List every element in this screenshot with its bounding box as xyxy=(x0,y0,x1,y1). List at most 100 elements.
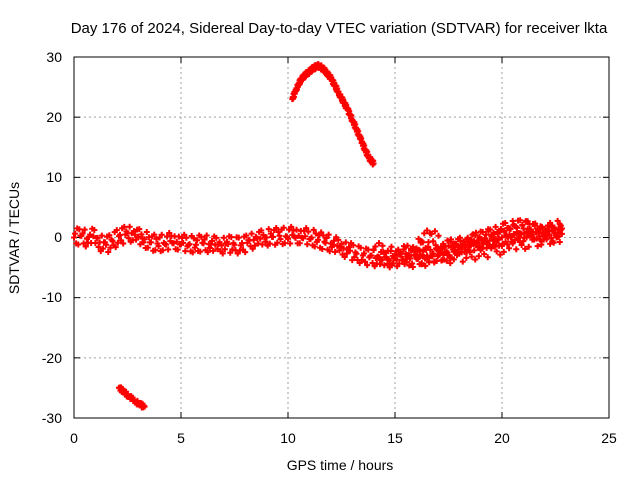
data-point xyxy=(374,254,381,261)
data-point xyxy=(449,244,456,251)
data-point xyxy=(99,245,106,252)
data-point xyxy=(486,237,493,244)
data-point xyxy=(554,234,561,241)
data-point xyxy=(416,251,423,258)
data-point xyxy=(250,236,257,243)
data-point xyxy=(130,228,137,235)
data-point xyxy=(465,238,472,245)
data-point xyxy=(507,234,514,241)
y-tick-label: -10 xyxy=(42,289,62,305)
data-points xyxy=(71,61,565,411)
data-point xyxy=(499,242,505,249)
data-point xyxy=(332,248,339,255)
data-point xyxy=(482,231,489,238)
data-point xyxy=(326,248,333,255)
data-point xyxy=(198,233,205,240)
data-point xyxy=(556,239,563,246)
data-point xyxy=(557,222,564,229)
data-point xyxy=(206,245,213,252)
data-point xyxy=(312,230,319,237)
data-point xyxy=(231,241,238,248)
data-point xyxy=(251,242,258,249)
data-point xyxy=(295,232,302,239)
data-point xyxy=(493,248,500,255)
data-point xyxy=(165,246,172,253)
data-point xyxy=(81,226,88,233)
data-point xyxy=(238,240,245,247)
data-point xyxy=(343,250,350,257)
data-point xyxy=(182,248,189,255)
data-point xyxy=(506,245,513,252)
data-point xyxy=(335,236,342,243)
data-point xyxy=(220,234,227,241)
series-low-segment xyxy=(115,384,148,411)
data-point xyxy=(509,240,516,247)
data-point xyxy=(364,262,371,269)
data-point xyxy=(555,225,562,232)
data-point xyxy=(469,231,476,238)
data-point xyxy=(362,258,369,265)
data-point xyxy=(393,256,400,263)
data-point xyxy=(192,241,199,248)
data-point xyxy=(243,232,250,239)
data-point xyxy=(148,239,155,246)
data-point xyxy=(518,242,525,249)
x-axis-label: GPS time / hours xyxy=(287,457,394,473)
data-point xyxy=(114,239,121,246)
data-point xyxy=(384,247,391,254)
chart-title: Day 176 of 2024, Sidereal Day-to-day VTE… xyxy=(71,20,608,37)
data-point xyxy=(519,222,526,229)
data-point xyxy=(218,242,225,249)
data-point xyxy=(497,251,504,258)
data-point xyxy=(197,248,204,255)
x-tick-label: 10 xyxy=(280,430,296,446)
data-point xyxy=(418,261,425,268)
data-point xyxy=(311,243,318,250)
data-point xyxy=(163,241,170,248)
data-point xyxy=(526,221,533,228)
data-point xyxy=(444,237,451,244)
data-point xyxy=(318,229,325,236)
data-point xyxy=(497,225,504,232)
x-tick-label: 0 xyxy=(70,430,78,446)
data-point xyxy=(456,234,463,241)
data-point xyxy=(71,234,77,241)
data-point xyxy=(117,231,124,238)
data-point xyxy=(249,245,256,252)
data-point xyxy=(95,243,102,250)
data-point xyxy=(183,234,190,241)
data-point xyxy=(262,238,269,245)
data-point xyxy=(293,226,300,233)
data-point xyxy=(353,250,360,257)
data-point xyxy=(275,229,282,236)
data-point xyxy=(517,230,524,237)
data-point xyxy=(466,248,473,255)
data-point xyxy=(304,241,311,248)
data-point xyxy=(234,250,241,257)
data-point xyxy=(75,241,82,248)
data-point xyxy=(72,230,79,237)
data-point xyxy=(204,249,211,256)
data-point xyxy=(522,218,529,225)
data-point xyxy=(219,250,226,257)
data-point xyxy=(175,233,182,240)
data-point xyxy=(248,230,255,237)
data-point xyxy=(216,239,223,246)
data-point xyxy=(390,260,397,267)
data-point xyxy=(151,231,158,238)
data-point xyxy=(365,246,372,253)
data-point xyxy=(397,248,404,255)
data-point xyxy=(474,239,481,246)
data-point xyxy=(495,236,502,243)
data-point xyxy=(481,251,488,258)
data-point xyxy=(200,240,207,247)
data-point xyxy=(461,242,468,249)
data-point xyxy=(94,234,101,241)
data-point xyxy=(325,231,332,238)
data-point xyxy=(399,257,406,264)
x-tick-label: 25 xyxy=(601,430,617,446)
data-point xyxy=(459,258,466,265)
data-point xyxy=(511,231,518,238)
data-point xyxy=(125,235,132,242)
